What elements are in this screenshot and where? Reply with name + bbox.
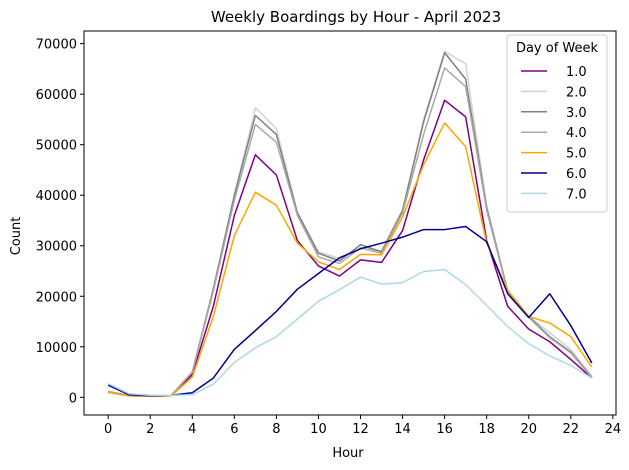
y-tick-label: 10000 bbox=[36, 341, 77, 356]
legend-title: Day of Week bbox=[516, 41, 599, 56]
x-tick-label: 22 bbox=[563, 422, 580, 437]
y-axis-title: Count bbox=[9, 217, 24, 256]
x-tick-label: 8 bbox=[272, 422, 280, 437]
x-tick-label: 2 bbox=[146, 422, 154, 437]
x-tick-label: 6 bbox=[230, 422, 238, 437]
x-tick-label: 24 bbox=[605, 422, 622, 437]
x-tick-label: 18 bbox=[478, 422, 495, 437]
series-line-5-0 bbox=[108, 122, 593, 398]
y-tick-label: 60000 bbox=[36, 88, 77, 103]
legend-items: 1.0 2.0 3.0 4.0 5.0 6.0 7.0 bbox=[521, 65, 587, 202]
legend-label: 5.0 bbox=[566, 147, 587, 162]
y-tick-label: 20000 bbox=[36, 290, 77, 305]
y-tick-label: 30000 bbox=[36, 240, 77, 255]
legend-label: 6.0 bbox=[566, 167, 587, 182]
series-line-1-0 bbox=[108, 99, 593, 398]
x-tick-label: 0 bbox=[104, 422, 112, 437]
legend-label: 3.0 bbox=[566, 106, 587, 121]
y-tick-label: 50000 bbox=[36, 139, 77, 154]
series-line-6-0 bbox=[107, 225, 593, 397]
legend-frame bbox=[506, 34, 608, 213]
legend-label: 4.0 bbox=[566, 126, 587, 141]
x-tick-label: 4 bbox=[188, 422, 196, 437]
legend: Day of Week 1.0 2.0 3.0 4.0 5.0 6.0 7.0 bbox=[506, 34, 608, 213]
legend-label: 1.0 bbox=[566, 65, 587, 80]
x-tick-label: 12 bbox=[352, 422, 369, 437]
x-tick-label: 16 bbox=[436, 422, 453, 437]
legend-label: 7.0 bbox=[566, 187, 587, 202]
y-tick-label: 0 bbox=[69, 391, 77, 406]
series-layer bbox=[107, 50, 593, 398]
x-tick-label: 14 bbox=[394, 422, 411, 437]
series-line-4-0 bbox=[108, 67, 593, 398]
x-axis: 0 2 4 6 8 10 12 14 16 18 20 22 24 bbox=[104, 415, 621, 437]
chart-title: Weekly Boardings by Hour - April 2023 bbox=[211, 8, 501, 26]
legend-label: 2.0 bbox=[566, 85, 587, 100]
x-axis-title: Hour bbox=[332, 446, 364, 461]
series-line-7-0 bbox=[107, 268, 593, 397]
plot-frame bbox=[83, 30, 617, 416]
y-tick-label: 40000 bbox=[36, 189, 77, 204]
y-axis: 0 10000 20000 30000 40000 50000 60000 70000 bbox=[36, 38, 84, 406]
y-tick-label: 70000 bbox=[36, 38, 77, 53]
x-tick-label: 10 bbox=[310, 422, 327, 437]
x-tick-label: 20 bbox=[520, 422, 537, 437]
